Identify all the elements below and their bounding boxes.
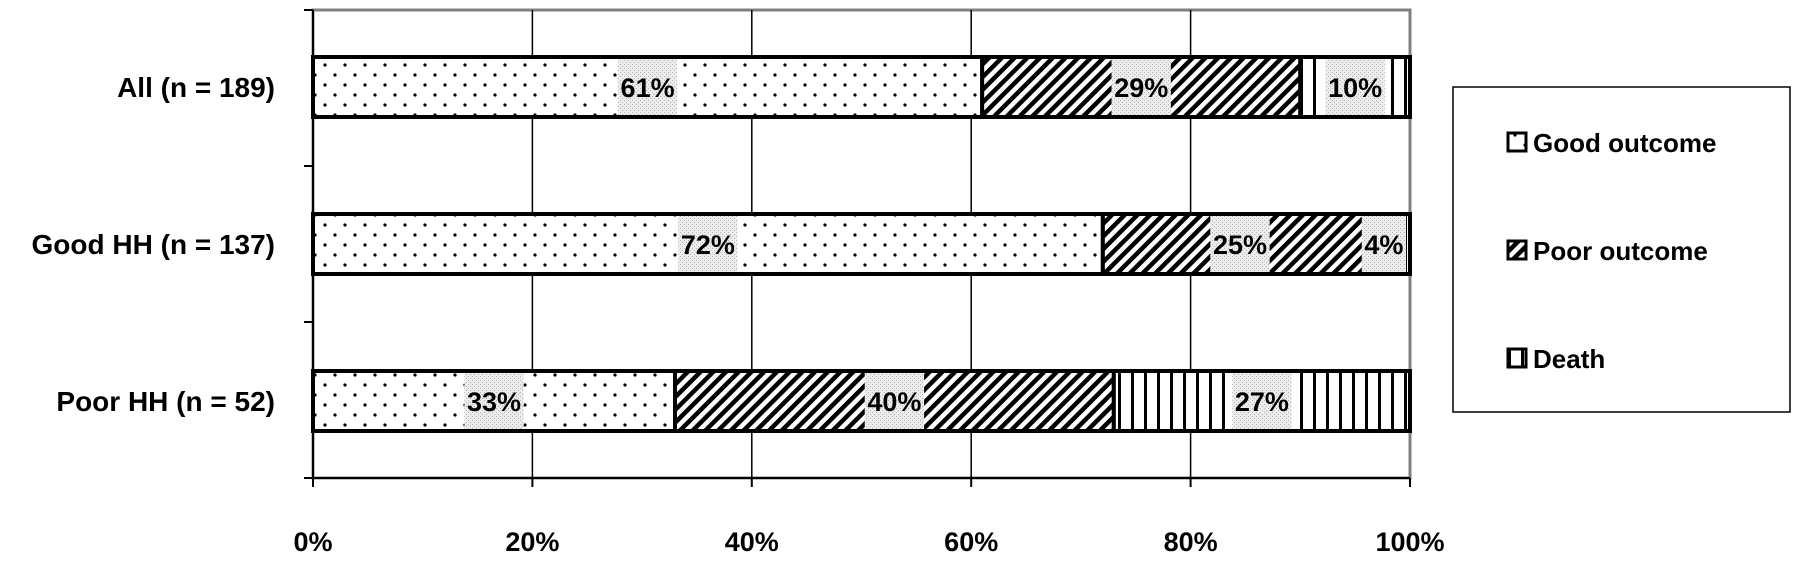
x-tick-label: 20%	[505, 527, 559, 557]
data-label-background	[1325, 59, 1385, 115]
category-labels: All (n = 189) Good HH (n = 137) Poor HH (n…	[32, 72, 275, 417]
bars: 61% 29% 10% 72% 25% 4% 33% 40% 27%	[311, 55, 1413, 433]
category-label: Good HH (n = 137)	[32, 229, 275, 260]
data-label-background	[1361, 216, 1406, 272]
data-label-background	[864, 373, 925, 429]
legend-swatch	[1506, 347, 1528, 369]
data-label-background	[1232, 373, 1292, 429]
category-label: All (n = 189)	[117, 72, 275, 103]
axes	[304, 9, 1411, 487]
data-label-background	[1111, 59, 1171, 115]
data-label: 4%	[1364, 230, 1403, 260]
category-label: Poor HH (n = 52)	[56, 386, 275, 417]
data-label: 40%	[867, 387, 921, 417]
x-tick-label: 0%	[293, 527, 332, 557]
data-label: 25%	[1213, 230, 1267, 260]
x-tick-label: 60%	[944, 527, 998, 557]
legend-label: Poor outcome	[1533, 236, 1708, 266]
data-label-background	[678, 216, 738, 272]
legend-swatch	[1506, 131, 1528, 153]
data-label: 27%	[1235, 387, 1289, 417]
data-label: 29%	[1114, 73, 1168, 103]
x-tick-labels: 0% 20% 40% 60% 80% 100%	[293, 527, 1444, 557]
legend-label: Good outcome	[1533, 128, 1716, 158]
data-label: 61%	[621, 73, 675, 103]
x-tick-label: 80%	[1164, 527, 1218, 557]
data-label: 10%	[1328, 73, 1382, 103]
x-tick-label: 40%	[725, 527, 779, 557]
legend: Good outcome Poor outcome Death	[1452, 86, 1791, 413]
data-label: 72%	[681, 230, 735, 260]
legend-label: Death	[1533, 344, 1605, 374]
data-label: 33%	[467, 387, 521, 417]
legend-swatch	[1506, 239, 1528, 261]
data-label-background	[464, 373, 524, 429]
data-label-background	[1210, 216, 1270, 272]
x-tick-label: 100%	[1375, 527, 1444, 557]
data-label-background	[617, 59, 678, 115]
